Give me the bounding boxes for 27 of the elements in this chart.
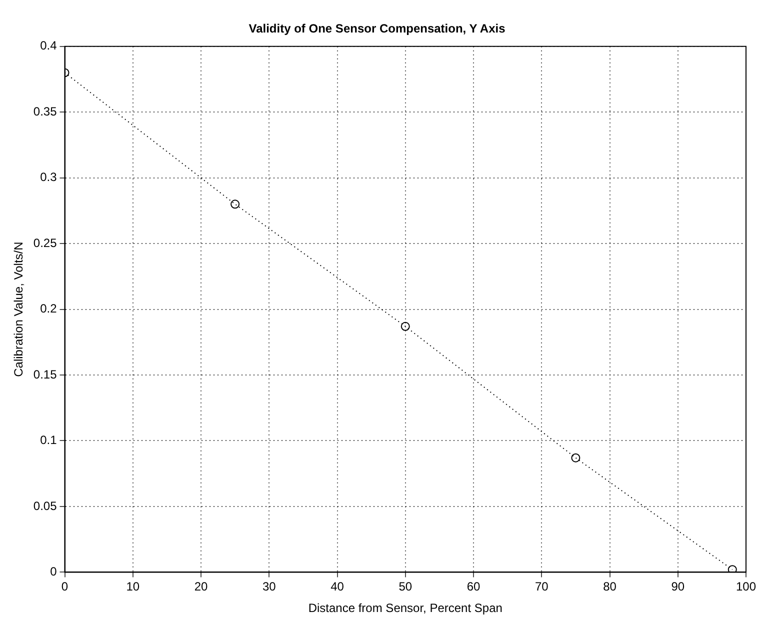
- y-tick-label: 0.15: [33, 367, 58, 382]
- x-tick-label: 10: [126, 580, 140, 594]
- y-tick-label: 0.2: [40, 302, 58, 316]
- y-tick-label: 0.3: [40, 170, 58, 184]
- y-tick-label: 0: [50, 564, 58, 579]
- y-tick-label: 0.05: [33, 498, 58, 513]
- y-tick-label: 0.35: [33, 104, 58, 118]
- x-tick-label: 50: [398, 580, 412, 594]
- x-tick-label: 100: [736, 580, 756, 594]
- x-tick-label: 70: [534, 580, 549, 594]
- x-tick-label: 30: [262, 580, 276, 594]
- x-tick-label: 80: [603, 580, 617, 594]
- point: [728, 565, 737, 572]
- y-tick-label: 0.1: [40, 433, 58, 448]
- point: [230, 200, 240, 209]
- x-axis-title: Distance from Sensor, Percent Span: [308, 601, 502, 616]
- y-tick-label: 0.25: [33, 236, 58, 250]
- x-tick-label: 90: [671, 580, 685, 594]
- chart-title: Validity of One Sensor Compensation, Y Axis: [248, 22, 506, 36]
- y-tick-label: 0.4: [40, 38, 58, 53]
- x-tick-label: 0: [61, 580, 68, 594]
- point: [571, 453, 580, 462]
- x-tick-label: 40: [330, 580, 344, 594]
- x-tick-label: 20: [194, 580, 208, 594]
- y-axis-title: Calibration Value, Volts/N: [12, 242, 26, 377]
- x-tick-label: 60: [466, 580, 480, 594]
- point: [400, 322, 410, 331]
